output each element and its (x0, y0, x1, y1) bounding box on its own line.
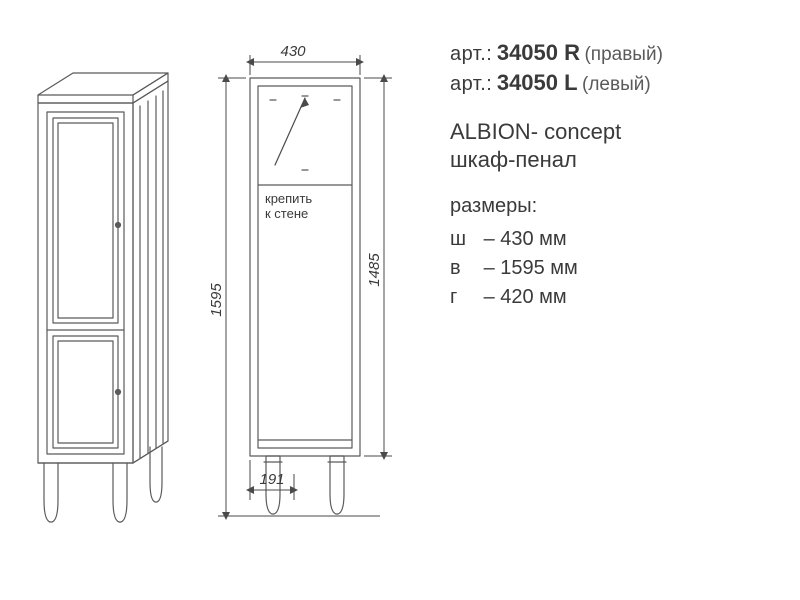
dim-value: – 430 мм (484, 228, 567, 250)
article-note: (правый) (584, 44, 662, 65)
article-row-left: арт.: 34050 L (левый) (450, 70, 780, 96)
dim-key: ш (450, 228, 478, 251)
dim-height-total-label: 1595 (208, 283, 225, 317)
dim-height-body-label: 1485 (366, 253, 383, 287)
article-note: (левый) (582, 74, 651, 95)
article-label: арт.: (450, 43, 492, 65)
mount-note: крепить к стене (265, 191, 316, 221)
dimensions-title: размеры: (450, 195, 780, 218)
dimension-height: в – 1595 мм (450, 257, 780, 280)
dim-width-label: 430 (280, 43, 306, 60)
dimension-width: ш – 430 мм (450, 228, 780, 251)
dim-value: – 1595 мм (484, 257, 578, 279)
dimensions-list: ш – 430 мм в – 1595 мм г – 420 мм (450, 228, 780, 309)
diagram-canvas: крепить к стене 430 1595 1 (0, 0, 800, 600)
dim-leg-inset-label: 191 (259, 471, 284, 488)
article-code: 34050 L (497, 70, 578, 95)
product-name: ALBION- concept шкаф-пенал (450, 118, 780, 173)
cabinet-front-elevation (250, 78, 360, 514)
article-code: 34050 R (497, 40, 580, 65)
dim-value: – 420 мм (484, 286, 567, 308)
dimension-depth: г – 420 мм (450, 286, 780, 309)
article-label: арт.: (450, 73, 492, 95)
dim-key: г (450, 286, 478, 309)
cabinet-perspective-view (38, 73, 168, 522)
dim-key: в (450, 257, 478, 280)
product-info-panel: арт.: 34050 R (правый) арт.: 34050 L (ле… (450, 40, 780, 315)
product-name-line1: ALBION- concept (450, 118, 780, 146)
product-name-line2: шкаф-пенал (450, 146, 780, 174)
article-row-right: арт.: 34050 R (правый) (450, 40, 780, 66)
